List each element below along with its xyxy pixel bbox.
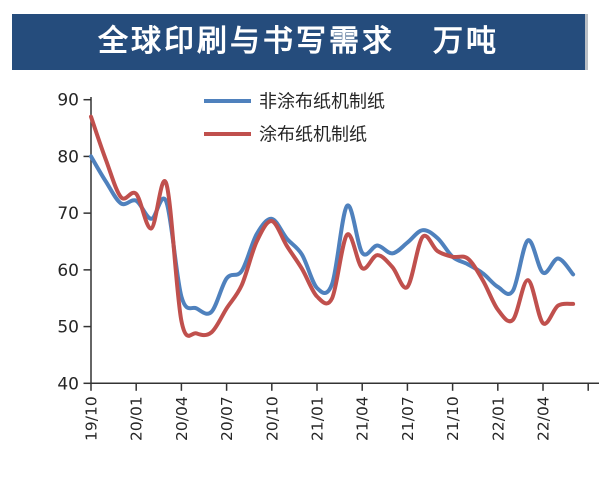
legend-label-0: 非涂布纸机制纸	[259, 92, 385, 113]
series-line-1	[89, 114, 576, 338]
y-tick-label: 70	[57, 204, 79, 224]
x-tick-label: 20/04	[173, 396, 191, 441]
x-tick-label: 20/07	[218, 396, 236, 441]
x-tick-label: 20/10	[263, 396, 281, 441]
chart-unit-label: 万吨	[433, 24, 499, 59]
legend-label-1: 涂布纸机制纸	[259, 125, 367, 146]
x-tick-label: 22/01	[489, 396, 507, 441]
x-tick-label: 20/01	[128, 396, 146, 441]
chart-title: 全球印刷与书写需求	[98, 24, 395, 59]
y-tick-label: 50	[57, 318, 79, 338]
x-tick-label: 22/04	[535, 396, 553, 441]
chart-title-bar: 全球印刷与书写需求 万吨	[12, 14, 588, 70]
y-tick-label: 90	[57, 91, 79, 111]
y-tick-label: 80	[57, 147, 79, 167]
x-tick-label: 21/10	[444, 396, 462, 441]
x-tick-label: 21/07	[399, 396, 417, 441]
x-tick-label: 21/01	[309, 396, 327, 441]
y-tick-label: 40	[57, 374, 79, 394]
x-tick-label: 21/04	[354, 396, 372, 441]
y-tick-label: 60	[57, 261, 79, 281]
x-tick-label: 19/10	[83, 396, 101, 441]
